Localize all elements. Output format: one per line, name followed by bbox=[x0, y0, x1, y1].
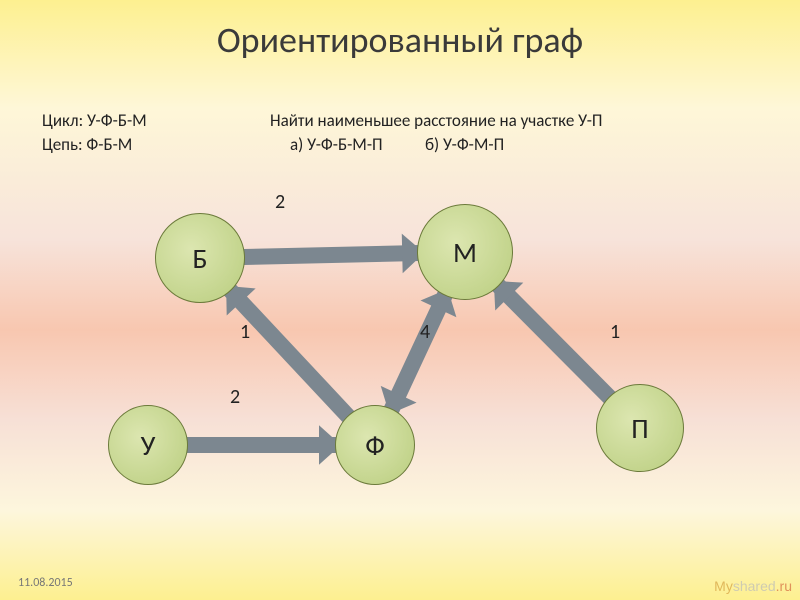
node-М: М bbox=[417, 204, 513, 300]
node-Б: Б bbox=[155, 213, 245, 303]
cycle-text: Цикл: У-Ф-Б-М bbox=[42, 110, 147, 131]
slide: Ориентированный граф Цикл: У-Ф-Б-М Цепь:… bbox=[0, 0, 800, 600]
chain-text: Цепь: Ф-Б-М bbox=[42, 134, 132, 155]
watermark-shared: shared bbox=[733, 578, 776, 594]
watermark-my: My bbox=[714, 578, 733, 594]
edge-weight: 1 bbox=[610, 320, 620, 344]
node-П: П bbox=[596, 384, 684, 472]
edge-weight: 4 bbox=[420, 320, 430, 344]
edge-weight: 1 bbox=[240, 320, 250, 344]
option-b-text: б) У-Ф-М-П bbox=[425, 134, 504, 155]
node-У: У bbox=[108, 405, 188, 485]
graph-edges bbox=[0, 0, 800, 600]
edge-weight: 2 bbox=[275, 190, 285, 214]
page-title: Ориентированный граф bbox=[0, 18, 800, 62]
option-a-text: а) У-Ф-Б-М-П bbox=[290, 134, 383, 155]
watermark: Myshared.ru bbox=[714, 578, 792, 594]
date-text: 11.08.2015 bbox=[18, 576, 73, 590]
task-text: Найти наименьшее расстояние на участке У… bbox=[270, 110, 602, 131]
watermark-ru: .ru bbox=[776, 578, 792, 594]
edge-weight: 2 bbox=[230, 385, 240, 409]
node-Ф: Ф bbox=[335, 405, 415, 485]
